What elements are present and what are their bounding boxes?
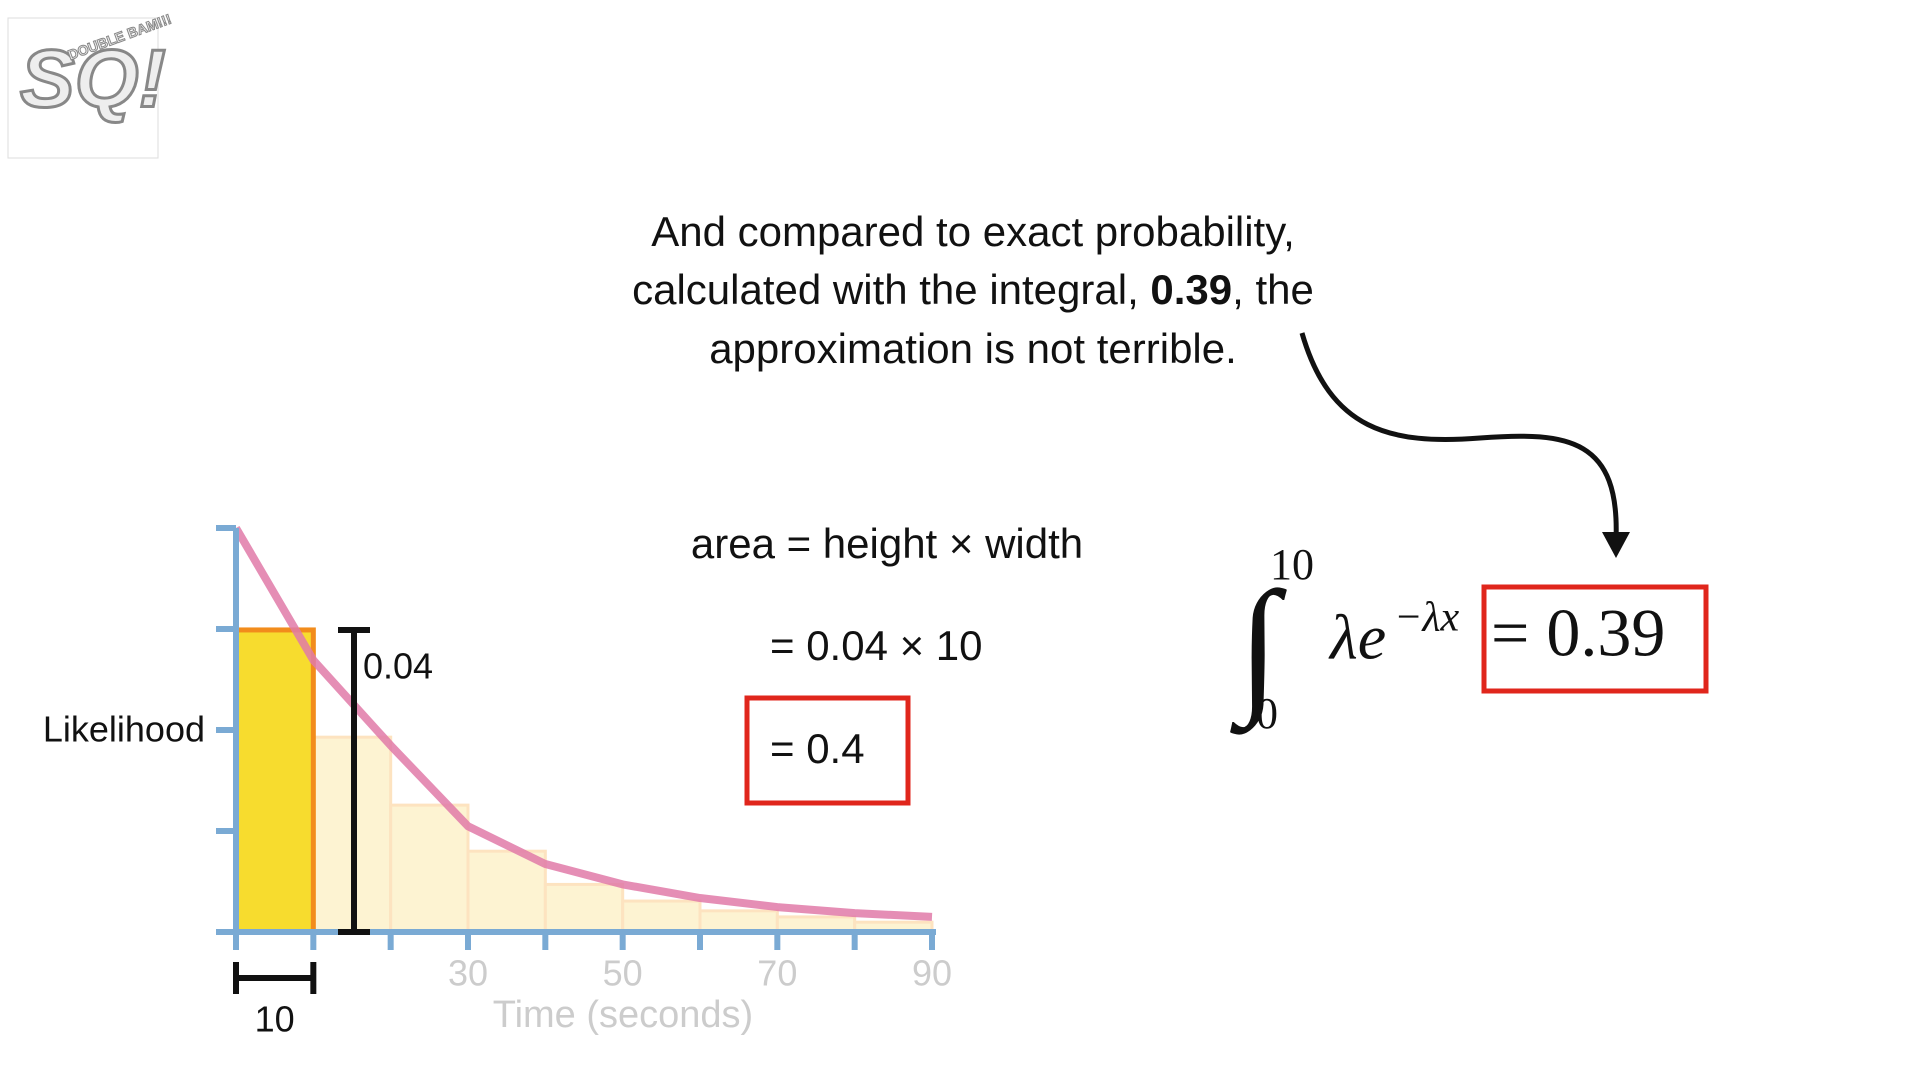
x-axis-label: Time (seconds) <box>493 994 753 1036</box>
bar <box>621 899 702 934</box>
result: = 0.4 <box>770 725 865 772</box>
x-tick-label: 30 <box>448 953 488 994</box>
arrow <box>1299 332 1619 541</box>
width-label: 10 <box>255 999 295 1040</box>
integrand: λe <box>1328 602 1386 673</box>
x-tick-label: 90 <box>912 953 952 994</box>
result-box <box>744 695 911 806</box>
caption-line: calculated with the integral, 0.39, the <box>632 266 1314 313</box>
integral-upper: 10 <box>1270 540 1314 589</box>
caption-line: approximation is not terrible. <box>709 325 1237 372</box>
logo-grid <box>7 17 159 159</box>
x-tick-label: 70 <box>757 953 797 994</box>
exponent: −λx <box>1394 595 1460 641</box>
bar <box>698 909 779 934</box>
arrow-head <box>1602 532 1630 558</box>
caption-line: And compared to exact probability, <box>651 208 1295 255</box>
bar <box>543 882 625 934</box>
product-formula: = 0.04 × 10 <box>770 622 983 669</box>
height-label: 0.04 <box>363 646 433 687</box>
caption-bold: 0.39 <box>1150 266 1232 313</box>
logo: SQ! DOUBLE BAM!!! <box>7 10 174 159</box>
caption-part: , the <box>1232 266 1314 313</box>
bar <box>389 803 470 934</box>
x-tick-label: 50 <box>603 953 643 994</box>
integral-sign: ∫ <box>1230 561 1287 735</box>
y-axis-label: Likelihood <box>43 709 205 750</box>
logo-letters: SQ! <box>20 34 166 125</box>
integral-lower: 0 <box>1256 689 1278 738</box>
caption-part: calculated with the integral, <box>632 266 1150 313</box>
area-formula: area = height × width <box>691 520 1083 567</box>
bar <box>233 627 316 935</box>
bar <box>466 849 547 934</box>
integral-result: = 0.39 <box>1491 595 1665 671</box>
integral-box <box>1481 584 1709 694</box>
